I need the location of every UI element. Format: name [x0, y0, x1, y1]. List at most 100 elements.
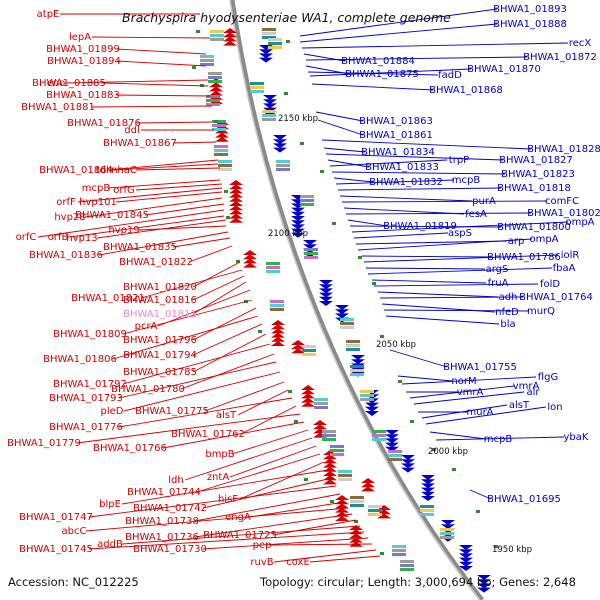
gene-label: mcpB: [82, 183, 111, 194]
gene-arrow: [263, 103, 277, 109]
leader-line: [192, 275, 245, 301]
leader-line: [421, 404, 508, 419]
leader-line: [301, 42, 569, 49]
gene-label: murQ: [527, 306, 555, 317]
coding-block: [210, 34, 224, 37]
coding-block: [250, 82, 264, 85]
gene-label: bla: [500, 319, 515, 330]
scale-tick-label: 2050 kbp: [376, 340, 416, 350]
coding-block: [302, 353, 316, 356]
gene-arrow: [209, 90, 223, 96]
leader-line: [194, 493, 341, 522]
leader-line: [337, 187, 502, 191]
coding-block: [350, 365, 364, 368]
feature-dot: [192, 66, 196, 69]
leader-line: [135, 167, 221, 171]
coding-block: [330, 449, 344, 452]
gene-arrow: [229, 205, 243, 211]
gene-arrow: [229, 209, 243, 215]
gene-label: adh: [499, 292, 518, 303]
gene-label: BHWA1_01828: [527, 144, 600, 155]
gene-arrow: [441, 520, 455, 525]
gene-label: purA: [472, 196, 496, 207]
gene-label: BHWA1_01881: [21, 102, 95, 113]
leader-line: [397, 375, 453, 382]
coding-block: [262, 32, 276, 35]
leader-line: [331, 171, 506, 175]
gene-label: BHWA1_01894: [47, 56, 121, 67]
coding-block: [302, 349, 316, 352]
coding-block: [368, 509, 382, 512]
gene-arrow: [365, 406, 379, 412]
gene-arrow: [459, 566, 473, 571]
gene-label: BHWA1_01779: [7, 438, 81, 449]
gene-arrow: [421, 475, 435, 480]
gene-label: orfF: [56, 197, 76, 208]
gene-arrow: [335, 507, 349, 513]
accession-text: Accession: NC_012225: [8, 575, 139, 589]
gene-label: pep: [253, 540, 272, 551]
gene-label: BHWA1_01845: [75, 210, 149, 221]
gene-label: lepA: [69, 32, 91, 43]
gene-arrow: [401, 467, 415, 473]
leader-line: [118, 397, 293, 428]
gene-arrow: [271, 332, 285, 338]
gene-arrow: [209, 82, 223, 88]
coding-block: [322, 430, 336, 433]
leader-line: [425, 406, 547, 425]
gene-arrow: [361, 482, 375, 488]
gene-label: vmrA: [457, 387, 484, 398]
coding-block: [276, 164, 290, 167]
coding-block: [350, 504, 364, 507]
coding-block: [330, 445, 344, 448]
coding-block: [300, 203, 314, 206]
gene-label: BHWA1_01820: [123, 282, 197, 293]
leader-line: [373, 283, 539, 287]
gene-arrow: [271, 328, 285, 334]
gene-label: trpP: [449, 155, 469, 166]
gene-label: BHWA1_01823: [501, 169, 575, 180]
leader-line: [64, 79, 209, 84]
gene-label: BHWA1_01811: [123, 309, 197, 320]
leader-line: [118, 361, 277, 399]
coding-block: [350, 496, 364, 499]
gene-label: BHWA1_01833: [365, 162, 439, 173]
gene-arrow: [291, 216, 305, 221]
gene-arrow: [349, 533, 363, 539]
leader-line: [349, 225, 502, 228]
coding-block: [420, 513, 434, 516]
coding-block: [392, 545, 406, 548]
gene-label: folD: [540, 279, 560, 290]
gene-label: BHWA1_01885: [32, 78, 106, 89]
gene-arrow: [441, 524, 455, 530]
gene-label: BHWA1_01863: [359, 116, 433, 127]
leader-line: [389, 349, 448, 368]
gene-arrow: [323, 471, 337, 476]
feature-dot: [300, 142, 304, 145]
gene-arrow: [401, 459, 415, 465]
gene-label: BHWA1_01876: [67, 118, 141, 129]
gene-arrow: [421, 491, 435, 497]
coding-block: [388, 450, 402, 453]
coding-block: [314, 398, 328, 401]
leader-line: [69, 215, 225, 238]
gene-label: BHWA1_01868: [429, 85, 503, 96]
leader-line: [157, 289, 251, 327]
leader-line: [108, 159, 219, 171]
scale-ticks: 2150 kbp 2100 kbp 2050 kbp 2000 kbp 1950 kbp: [268, 114, 532, 555]
feature-track: [192, 28, 498, 593]
coding-block: [250, 90, 264, 93]
gene-arrow: [215, 136, 229, 142]
coding-block: [340, 322, 354, 325]
gene-label: BHWA1_01893: [493, 4, 567, 15]
gene-label: coxE: [286, 557, 310, 568]
coding-block: [276, 160, 290, 163]
feature-dot: [258, 330, 262, 333]
coding-block: [214, 153, 228, 156]
gene-label: BHWA1_01695: [487, 494, 561, 505]
gene-arrow: [385, 446, 399, 452]
gene-arrow: [259, 57, 273, 63]
topology-text: Topology: circular; Length: 3,000,694 bp…: [259, 575, 576, 589]
gene-label: fbaA: [553, 263, 576, 274]
gene-arrow: [291, 340, 305, 345]
